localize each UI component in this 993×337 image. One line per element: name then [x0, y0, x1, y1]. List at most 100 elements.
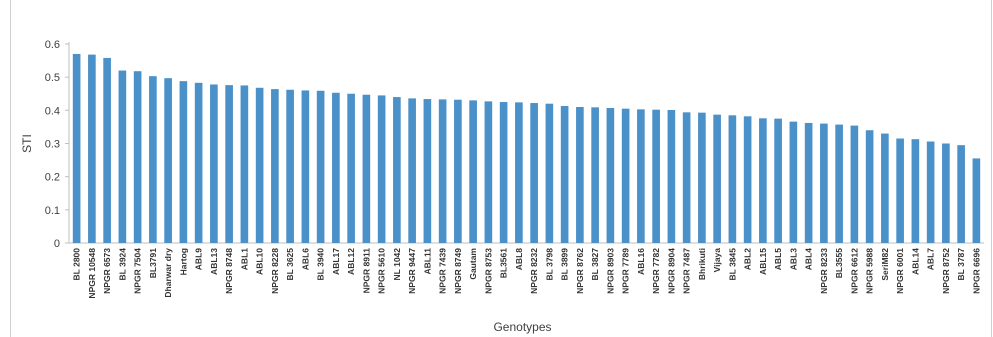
x-category-label: ABL4 [804, 248, 814, 270]
bar [743, 116, 752, 243]
x-category-label: NPGR 8232 [529, 248, 539, 294]
bar [149, 76, 157, 244]
bar-chart: 0 0.1 0.2 0.3 0.4 0.5 0.6 BL 2800 NPGR 10548 NPG… [20, 39, 984, 334]
bar [210, 84, 218, 243]
bar [530, 103, 538, 243]
bar [682, 112, 691, 243]
x-category-label: ABL13 [209, 248, 219, 275]
bar [911, 139, 920, 243]
x-axis-category-labels: BL 2800 NPGR 10548 NPGR 6573 BL 3924 NPGR 75… [72, 248, 982, 299]
bar [179, 81, 188, 243]
x-category-label: NPGR 7789 [621, 248, 631, 294]
bar [393, 97, 401, 243]
x-category-label: ABL10 [255, 248, 265, 275]
bar [759, 118, 767, 243]
x-category-label: BL 3940 [316, 248, 326, 281]
x-category-label: BL3561 [499, 248, 509, 279]
y-tick-label: 0 [54, 238, 60, 250]
x-category-label: BL 3827 [590, 248, 600, 281]
bar [972, 158, 981, 243]
x-category-label: ABL17 [331, 248, 341, 275]
y-tick-label: 0.2 [45, 172, 60, 184]
bar-series [72, 53, 981, 244]
x-category-label: BL 3798 [544, 248, 554, 281]
x-category-label: NPGR 8911 [361, 248, 371, 294]
y-tick-label: 0.6 [45, 39, 60, 51]
bar [301, 90, 310, 243]
bar [804, 122, 813, 243]
x-category-label: NPGR 5610 [377, 248, 387, 294]
x-category-label: NPGR 8233 [819, 248, 829, 294]
x-category-label: NPGR 8904 [666, 248, 676, 294]
x-category-label: Bhrikuti [697, 248, 707, 280]
bar [713, 114, 721, 244]
bar [225, 85, 233, 243]
bar [332, 92, 340, 243]
bar [255, 87, 264, 243]
bar [698, 112, 706, 243]
bar [942, 143, 950, 243]
y-tick-label: 0.3 [45, 139, 60, 151]
x-category-label: ABL15 [758, 248, 768, 275]
x-category-label: ABL9 [194, 248, 204, 270]
bar [820, 123, 828, 243]
bar [454, 99, 462, 243]
bar [484, 101, 493, 244]
bar [560, 106, 569, 243]
x-category-label: NL 1042 [392, 248, 402, 281]
x-category-label: NPGR 9447 [407, 248, 417, 294]
bar [362, 94, 371, 244]
x-category-label: BL 2800 [72, 248, 82, 281]
x-category-label: NPGR 7504 [133, 248, 143, 294]
bar [88, 54, 96, 243]
x-category-label: NPGR 7487 [682, 248, 692, 294]
x-category-label: SeriM82 [880, 248, 890, 281]
bar [652, 109, 660, 243]
x-category-label: BL 3625 [285, 248, 295, 281]
bar [576, 107, 584, 244]
bar [194, 82, 203, 244]
bar [621, 108, 630, 243]
x-category-label: ABL6 [300, 248, 310, 270]
x-category-label: NPGR 8228 [270, 248, 280, 294]
bar [286, 89, 294, 244]
x-category-label: NPGR 10548 [87, 248, 97, 299]
x-category-label: Hartog [178, 248, 188, 275]
chart-frame: 0 0.1 0.2 0.3 0.4 0.5 0.6 BL 2800 NPGR 10548 NPG… [10, 0, 992, 337]
bar [103, 57, 111, 244]
x-category-label: NPGR 6001 [895, 248, 905, 294]
bar [545, 103, 554, 243]
x-category-label: NPGR 8752 [941, 248, 951, 294]
x-category-label: ABL7 [926, 248, 936, 270]
bar [850, 125, 859, 243]
bar [896, 138, 904, 243]
bar [728, 115, 737, 243]
bar [835, 124, 843, 243]
x-category-label: NPGR 6612 [849, 248, 859, 294]
bar [499, 102, 508, 244]
bar [408, 98, 416, 243]
bar [72, 53, 81, 244]
x-category-label: ABL3 [788, 248, 798, 270]
x-category-label: ABL8 [514, 248, 524, 270]
bar [377, 95, 386, 244]
bar [118, 70, 127, 244]
x-category-label: Gautam [468, 248, 478, 280]
bar [865, 130, 874, 243]
x-category-label: ABL12 [346, 248, 356, 275]
y-tick-label: 0.1 [45, 205, 60, 217]
bar [133, 71, 142, 244]
bar [347, 93, 355, 243]
y-tick-label: 0.5 [45, 72, 60, 84]
bar [423, 99, 432, 243]
bar [667, 110, 676, 243]
x-category-label: BL3791 [148, 248, 158, 279]
y-axis-ticks: 0 0.1 0.2 0.3 0.4 0.5 0.6 [45, 39, 69, 250]
bar [240, 85, 249, 243]
x-category-label: NPGR 8749 [453, 248, 463, 294]
x-category-label: ABL2 [743, 248, 753, 270]
y-axis-title: STI [20, 134, 34, 153]
x-category-label: NPGR 7439 [438, 248, 448, 294]
bar [515, 102, 523, 243]
bar [164, 78, 172, 243]
